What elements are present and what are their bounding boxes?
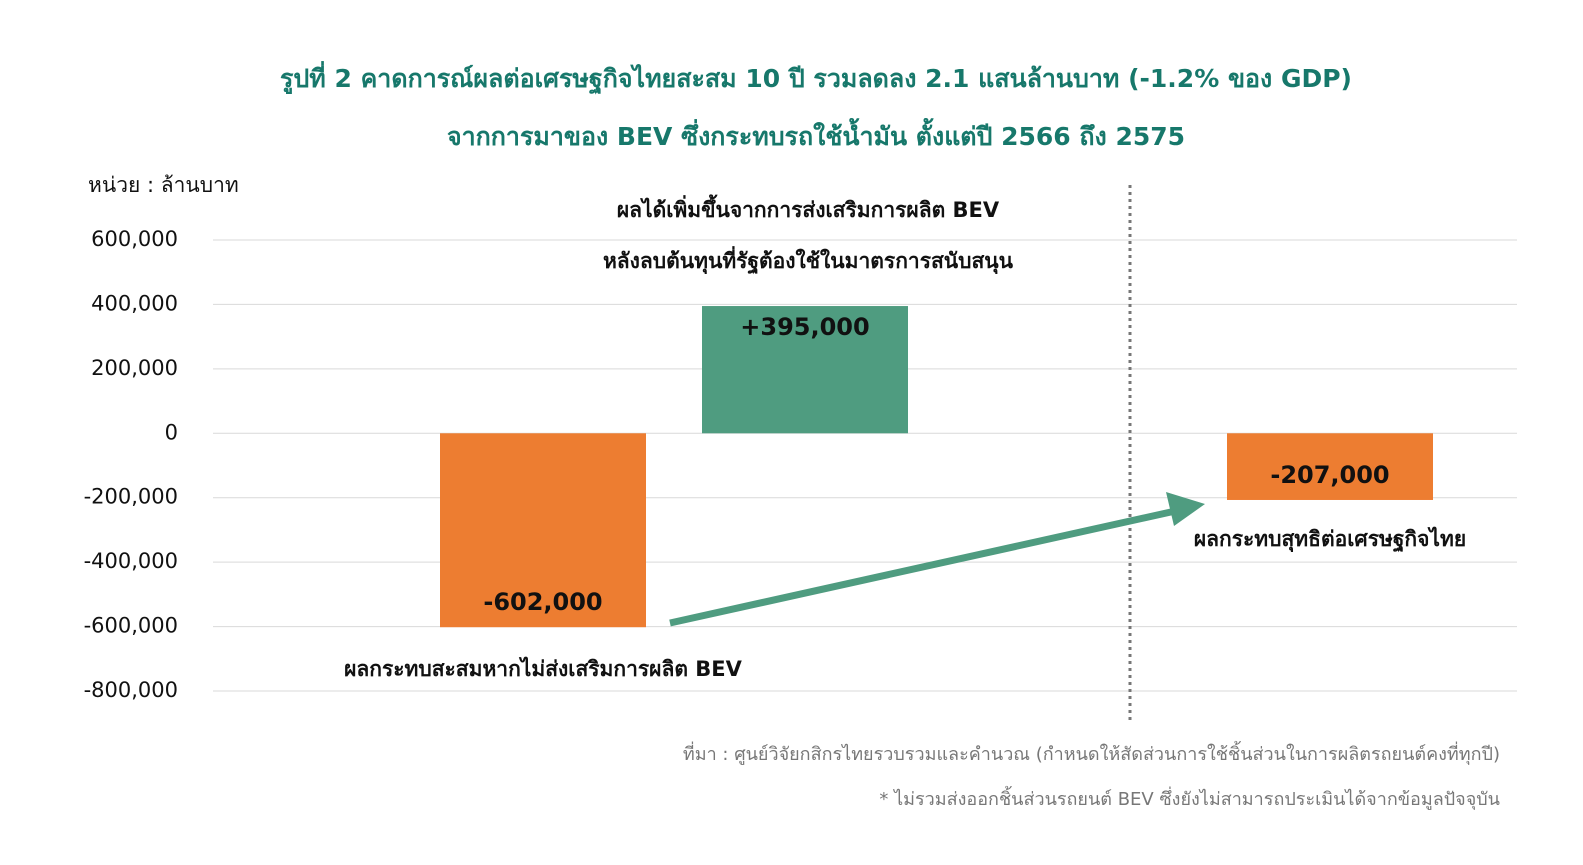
value-label: -207,000 <box>1270 461 1389 489</box>
y-tick-label: -200,000 <box>84 485 178 509</box>
chart-subtitle: จากการมาของ BEV ซึ่งกระทบรถใช้น้ำมัน ตั้… <box>447 117 1185 151</box>
y-tick-label: -600,000 <box>84 614 178 638</box>
source-note: ที่มา : ศูนย์วิจัยกสิกรไทยรวบรวมและคำนวณ… <box>683 741 1500 765</box>
y-axis-label: หน่วย : ล้านบาท <box>88 173 239 197</box>
bar <box>702 306 908 434</box>
y-tick-label: 200,000 <box>91 356 178 380</box>
y-tick-label: 0 <box>165 420 178 444</box>
y-tick-label: -400,000 <box>84 549 178 573</box>
value-label: -602,000 <box>483 588 602 616</box>
bar <box>1227 433 1433 500</box>
annotation: ผลได้เพิ่มขึ้นจากการส่งเสริมการผลิต BEV <box>617 194 1000 222</box>
value-label: +395,000 <box>740 313 869 341</box>
y-tick-label: -800,000 <box>84 678 178 702</box>
annotation: หลังลบต้นทุนที่รัฐต้องใช้ในมาตรการสนับสน… <box>603 245 1014 275</box>
bar <box>440 433 646 628</box>
y-tick-label: 400,000 <box>91 291 178 315</box>
arrow <box>669 492 1205 627</box>
annotation: ผลกระทบสุทธิต่อเศรษฐกิจไทย <box>1194 526 1466 553</box>
annotation: ผลกระทบสะสมหากไม่ส่งเสริมการผลิต BEV <box>344 656 743 681</box>
footnote: * ไม่รวมส่งออกชิ้นส่วนรถยนต์ BEV ซึ่งยัง… <box>879 786 1500 810</box>
chart-title: รูปที่ 2 คาดการณ์ผลต่อเศรษฐกิจไทยสะสม 10… <box>280 61 1352 95</box>
y-tick-label: 600,000 <box>91 227 178 251</box>
